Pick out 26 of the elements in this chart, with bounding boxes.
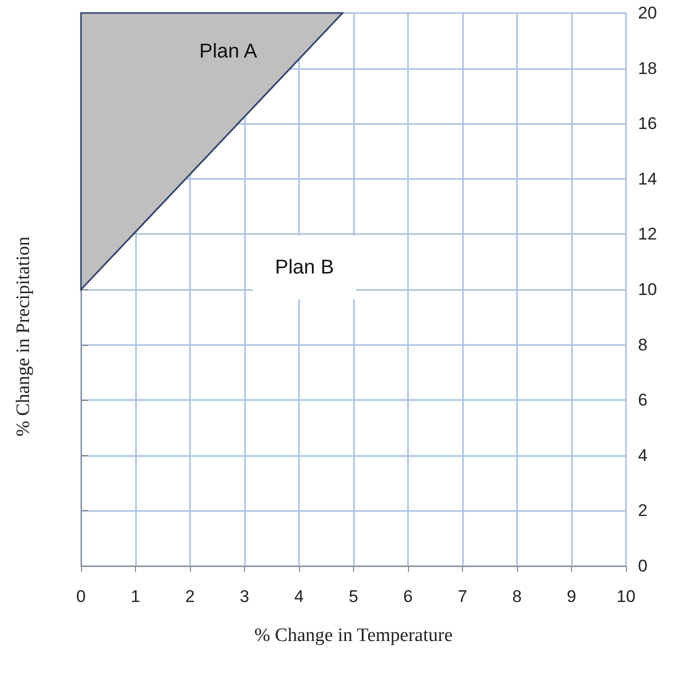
y-tick-label: 12 — [638, 224, 657, 244]
y-tick-label: 20 — [638, 4, 657, 22]
x-tick-label: 7 — [458, 587, 468, 606]
annotation: Plan A — [199, 40, 258, 63]
y-tick-label: 18 — [638, 58, 657, 78]
annotation: Plan B — [274, 256, 334, 278]
y-tick-label: 2 — [638, 501, 648, 520]
y-tick-label: 0 — [638, 556, 648, 576]
x-tick-label: 5 — [348, 587, 358, 606]
x-tick-label: 3 — [240, 587, 250, 606]
y-axis-title: % Change in Precipitation — [13, 236, 34, 436]
y-tick-label: 6 — [638, 390, 648, 410]
y-tick-label: 16 — [638, 114, 657, 134]
x-tick-label: 9 — [566, 587, 576, 606]
x-axis-title: % Change in Temperature — [254, 625, 453, 646]
x-tick-label: 4 — [294, 587, 304, 606]
x-tick-label: 10 — [616, 587, 636, 606]
x-tick-label: 8 — [512, 587, 522, 606]
x-tick-label: 1 — [130, 587, 140, 606]
x-tick-label: 2 — [185, 587, 195, 606]
x-tick-label: 6 — [403, 587, 413, 606]
y-tick-label: 4 — [638, 446, 648, 465]
y-tick-label: 10 — [638, 280, 657, 299]
x-tick-label: 0 — [76, 587, 86, 606]
y-tick-label: 8 — [638, 335, 648, 354]
y-tick-label: 14 — [638, 169, 657, 188]
